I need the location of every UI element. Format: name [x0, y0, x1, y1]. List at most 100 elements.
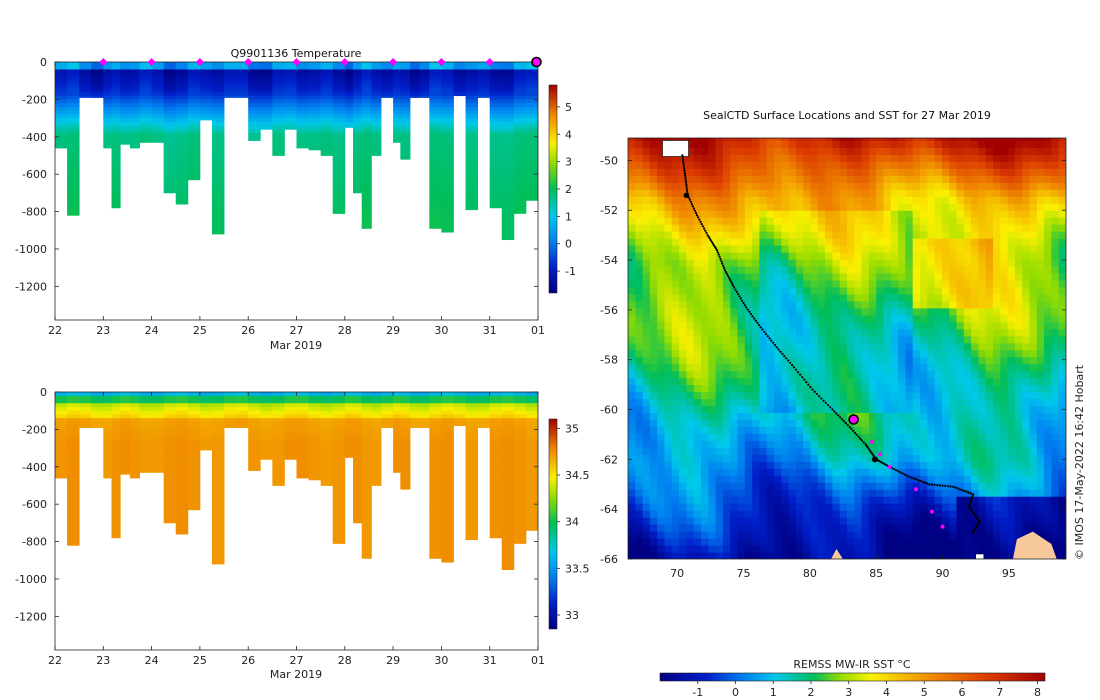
sst-cell	[1058, 531, 1066, 539]
sst-cell	[628, 475, 636, 483]
profile-cell	[284, 62, 297, 67]
profile-cell	[111, 433, 121, 438]
profile-cell	[429, 106, 442, 112]
profile-cell	[151, 133, 165, 138]
sst-cell	[927, 307, 936, 316]
sst-cell	[985, 377, 994, 386]
sst-cell	[795, 510, 804, 518]
profile-cell	[489, 414, 503, 419]
sst-cell	[730, 300, 738, 309]
sst-cell	[905, 391, 914, 400]
sst-cell	[1007, 307, 1016, 316]
profile-cell	[187, 69, 201, 74]
sst-cell	[759, 370, 768, 379]
sst-cell	[737, 524, 746, 532]
profile-cell	[429, 170, 442, 175]
sst-cell	[847, 405, 855, 413]
profile-cell	[67, 88, 80, 93]
profile-cell	[501, 76, 515, 82]
profile-cell	[465, 496, 479, 501]
profile-cell	[111, 470, 121, 475]
sst-cell	[985, 433, 994, 441]
sst-cell	[1051, 426, 1060, 434]
profile-cell	[353, 466, 363, 471]
sst-cell	[635, 391, 644, 400]
colorbar-tick-label: 0	[565, 238, 572, 251]
sst-cell	[1014, 287, 1023, 295]
sst-cell	[708, 447, 717, 455]
profile-cell	[67, 110, 80, 115]
profile-cell	[465, 481, 479, 486]
sst-cell	[993, 280, 1001, 288]
sst-cell	[766, 468, 775, 476]
sst-cell	[766, 489, 775, 497]
profile-cell	[489, 511, 503, 516]
profile-cell	[55, 114, 68, 119]
profile-cell	[211, 106, 225, 112]
sst-cell	[774, 510, 782, 518]
profile-cell	[489, 170, 503, 175]
profile-cell	[429, 489, 442, 494]
sst-cell	[854, 377, 863, 386]
profile-cell	[393, 62, 401, 67]
profile-cell	[441, 155, 454, 160]
sst-cell	[847, 266, 855, 274]
sst-cell	[898, 538, 906, 546]
profile-cell	[525, 103, 538, 108]
sst-cell	[664, 405, 673, 413]
profile-cell	[111, 500, 121, 505]
profile-cell	[400, 451, 411, 456]
profile-cell	[381, 62, 394, 67]
profile-cell	[284, 69, 297, 74]
sst-cell	[795, 342, 804, 351]
sst-cell	[737, 405, 746, 413]
sst-cell	[839, 552, 848, 559]
sst-cell	[949, 433, 957, 441]
sst-cell	[1029, 273, 1038, 281]
sst-cell	[759, 273, 768, 281]
sst-cell	[649, 349, 658, 358]
profile-cell	[393, 136, 401, 141]
profile-cell	[477, 65, 491, 70]
profile-cell	[175, 406, 189, 412]
profile-cell	[371, 399, 382, 404]
profile-cell	[211, 230, 225, 235]
profile-cell	[260, 421, 273, 427]
sst-cell	[766, 266, 775, 274]
sst-cell	[905, 349, 914, 358]
sst-cell	[912, 328, 921, 337]
sst-cell	[788, 273, 797, 281]
profile-cell	[501, 200, 515, 205]
profile-cell	[393, 118, 401, 123]
sst-cell	[839, 454, 848, 462]
profile-cell	[129, 470, 140, 475]
sst-cell	[949, 287, 957, 295]
sst-cell	[693, 398, 702, 407]
sst-cell	[722, 510, 731, 518]
sst-cell	[803, 552, 811, 559]
profile-cell	[111, 155, 121, 160]
profile-cell	[79, 418, 92, 423]
profile-cell	[393, 436, 401, 442]
sst-cell	[664, 468, 673, 476]
sst-cell	[854, 475, 863, 483]
sst-cell	[978, 489, 987, 497]
sst-cell	[715, 545, 724, 553]
profile-cell	[525, 91, 538, 97]
profile-cell	[400, 121, 411, 126]
sst-cell	[1036, 524, 1045, 532]
sst-cell	[1058, 273, 1066, 281]
profile-cell	[211, 181, 225, 186]
sst-cell	[839, 440, 848, 448]
sst-cell	[810, 384, 819, 393]
sst-cell	[774, 377, 782, 386]
profile-cell	[67, 504, 80, 509]
sst-cell	[686, 545, 695, 553]
profile-cell	[55, 125, 68, 130]
sst-cell	[927, 342, 936, 351]
profile-cell	[419, 395, 430, 400]
sst-cell	[810, 300, 819, 309]
profile-cell	[308, 133, 322, 138]
sst-cell	[766, 307, 775, 316]
profile-cell	[236, 88, 249, 93]
